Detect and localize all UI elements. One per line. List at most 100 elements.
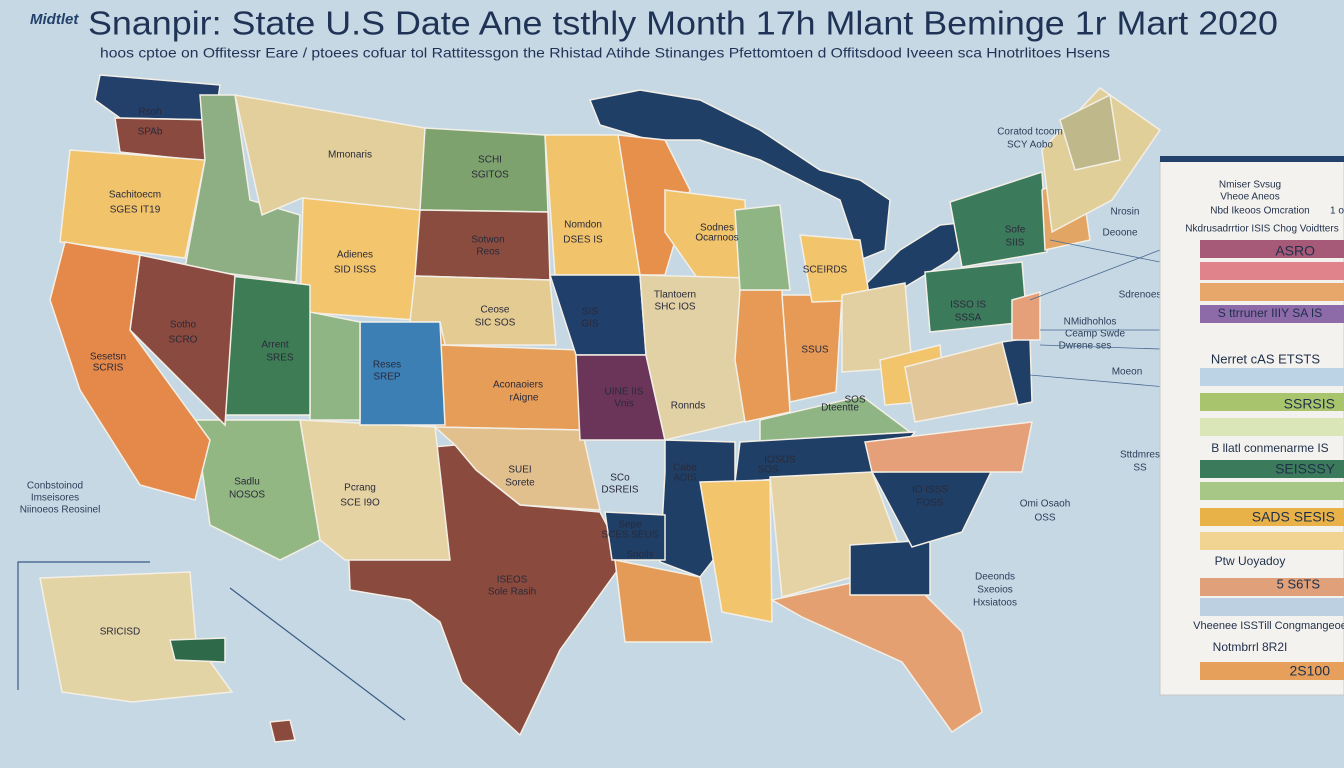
- state-shape: [59, 149, 206, 259]
- state-label: DSREIS: [601, 485, 639, 496]
- state-label: Aconaoiers: [493, 380, 543, 391]
- state-label: Snoils: [626, 550, 653, 561]
- state-label: rAigne: [510, 393, 539, 404]
- callout: NMidhohlos: [1064, 317, 1117, 328]
- legend-bar: [1200, 508, 1344, 526]
- callout: Sxeoios: [977, 585, 1013, 596]
- state-label: SREP: [373, 372, 401, 383]
- legend-bar: [1200, 662, 1344, 680]
- legend-bar: [1200, 482, 1344, 500]
- state-shape: [614, 559, 713, 643]
- state-label: NOSOS: [229, 490, 265, 501]
- state-shape: [734, 204, 791, 291]
- state-label: Sodnes: [700, 223, 734, 234]
- state-shape: [194, 419, 321, 561]
- state-shape: [1011, 291, 1041, 341]
- legend-text: Nbd Ikeoos Omcration: [1210, 206, 1310, 217]
- legend-bar: [1200, 578, 1344, 596]
- state-label: SCHI: [478, 155, 502, 166]
- state-label: SOS: [844, 395, 865, 406]
- state-label: DSES IS: [563, 235, 603, 246]
- callout: Coratod tcoom: [997, 127, 1063, 138]
- state-shape: [1059, 93, 1121, 171]
- legend-bar: [1200, 418, 1344, 436]
- legend-text: B llatl conmenarme IS: [1211, 441, 1328, 455]
- legend-text: ASRO: [1275, 243, 1315, 259]
- state-shape: [169, 637, 226, 663]
- state-label: SCES SEUS: [601, 530, 659, 541]
- state-label: SSUS: [801, 345, 829, 356]
- legend-bar: [1200, 305, 1344, 323]
- legend-text: 2S100: [1290, 663, 1331, 679]
- callout: SS: [1133, 463, 1147, 474]
- state-shape: [864, 421, 1033, 473]
- state-label: SIIS: [1006, 238, 1025, 249]
- state-shape: [734, 289, 791, 423]
- callout: Nrosin: [1111, 207, 1140, 218]
- state-label: SID ISSS: [334, 265, 377, 276]
- state-label: Reos: [476, 247, 499, 258]
- callout: Deoone: [1102, 228, 1137, 239]
- state-label: Sotho: [170, 320, 197, 331]
- legend-text: Ptw Uoyadoy: [1215, 554, 1286, 568]
- legend-header-bar: [1160, 156, 1344, 162]
- state-shape: [309, 311, 361, 421]
- leader-line: [1029, 249, 1161, 301]
- state-shape: [588, 89, 891, 261]
- state-label: IOSOS: [764, 455, 796, 466]
- callout: OSS: [1034, 513, 1055, 524]
- state-shape: [49, 241, 211, 501]
- state-label: ISEOS: [497, 575, 528, 586]
- callout: Imseisores: [31, 493, 79, 504]
- state-label: Sole Rasih: [488, 587, 536, 598]
- state-label: Sorete: [505, 478, 535, 489]
- legend-bar: [1200, 460, 1344, 478]
- state-shape: [39, 571, 234, 703]
- legend-text: 5 S6TS: [1277, 576, 1321, 591]
- callout: Sdrenoes: [1119, 290, 1162, 301]
- legend-text: SADS SESIS: [1252, 509, 1335, 525]
- state-label: ISSO IS: [950, 300, 986, 311]
- legend-bar: [1200, 368, 1344, 386]
- state-label: SCE I9O: [340, 498, 380, 509]
- state-label: Dteentte: [821, 403, 859, 414]
- title: Snanpir: State U.S Date Ane tsthly Month…: [88, 5, 1278, 42]
- state-label: Sesetsn: [90, 352, 126, 363]
- legend-text: Notmbrrl 8R2I: [1213, 640, 1288, 654]
- legend-text: Nkdrusadrrtior ISIS Chog Voidtters: [1185, 224, 1338, 235]
- state-label: Sadlu: [234, 477, 260, 488]
- legend-bar: [1200, 240, 1344, 258]
- callout: Ceamp Swde: [1065, 329, 1125, 340]
- legend-bar: [1200, 598, 1344, 616]
- state-label: Sofe: [1005, 225, 1026, 236]
- state-label: SCRO: [169, 335, 198, 346]
- state-shape: [949, 170, 1048, 268]
- state-label: SCEIRDS: [803, 265, 848, 276]
- legend-bar: [1200, 283, 1344, 301]
- state-label: SGES IT19: [110, 205, 161, 216]
- state-shape: [849, 539, 931, 596]
- state-label: Reses: [373, 360, 401, 371]
- alaska-inset-frame: [17, 561, 406, 721]
- state-label: SRES: [266, 353, 294, 364]
- legend-bar: [1200, 262, 1344, 280]
- state-label: Sachitoecm: [109, 190, 161, 201]
- state-label: Mmonaris: [328, 150, 372, 161]
- state-label: SIC SOS: [475, 318, 516, 329]
- state-label: GIS: [581, 319, 599, 330]
- legend-text: 1 of: [1330, 206, 1344, 217]
- state-shape: [604, 511, 666, 561]
- state-shape: [699, 479, 773, 623]
- state-label: Arrent: [261, 340, 288, 351]
- legend-text: Nerret cAS ETSTS: [1211, 351, 1320, 366]
- state-shape: [184, 94, 301, 283]
- state-shape: [639, 274, 751, 441]
- state-label: Sepe: [618, 520, 642, 531]
- state-label: FOSS: [916, 498, 944, 509]
- state-label: Ronnds: [671, 401, 705, 412]
- legend-bar: [1200, 532, 1344, 550]
- callout: Deeonds: [975, 572, 1015, 583]
- legend-text: SEISSSY: [1275, 461, 1336, 477]
- map: [17, 74, 1162, 743]
